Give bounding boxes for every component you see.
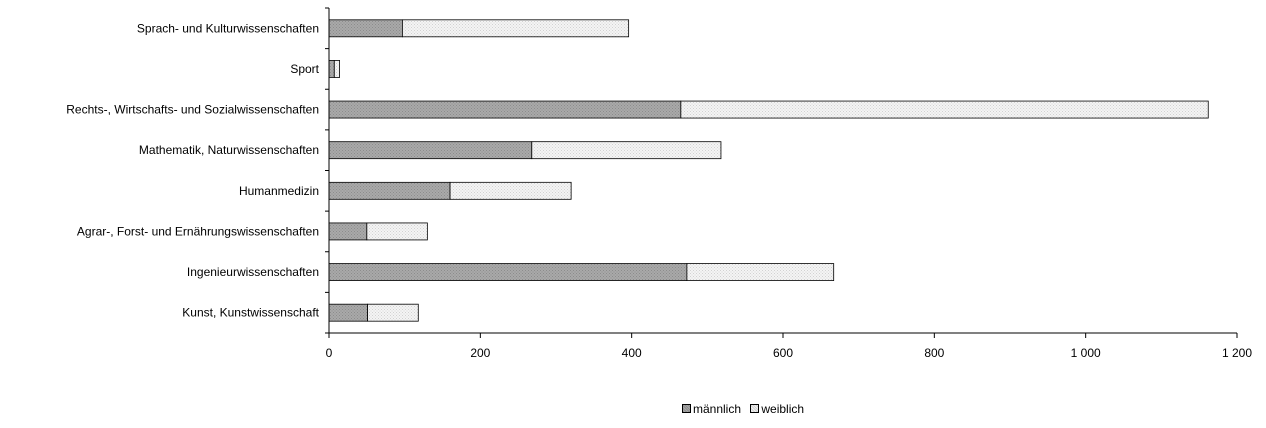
legend-item-weiblich: weiblich (750, 402, 804, 416)
legend-label-maennlich: männlich (693, 402, 742, 416)
x-tick-label-0: 0 (326, 346, 333, 360)
category-label-4: Humanmedizin (239, 184, 319, 198)
bar-maennlich-7 (328, 303, 368, 322)
bar-weiblich-4 (449, 181, 572, 200)
legend-swatch-maennlich (682, 404, 691, 414)
legend-swatch-weiblich (750, 404, 760, 414)
category-label-5: Agrar-, Forst- und Ernährungswissenschaf… (77, 224, 319, 238)
x-tick-label-2: 400 (622, 346, 642, 360)
bar-maennlich-4 (328, 181, 451, 200)
category-label-1: Sport (290, 62, 319, 76)
bar-weiblich-2 (680, 100, 1209, 119)
legend-label-weiblich: weiblich (761, 402, 805, 416)
bar-weiblich-3 (531, 141, 722, 160)
bar-maennlich-6 (328, 263, 688, 281)
category-label-0: Sprach- und Kulturwissenschaften (137, 21, 319, 35)
category-label-6: Ingenieurwissenschaften (187, 265, 319, 279)
legend-item-maennlich: männlich (682, 402, 741, 416)
category-label-3: Mathematik, Naturwissenschaften (139, 143, 319, 157)
bar-weiblich-6 (686, 263, 835, 281)
bar-maennlich-1 (328, 60, 335, 78)
bar-maennlich-0 (328, 19, 403, 38)
category-label-7: Kunst, Kunstwissenschaft (182, 306, 319, 320)
x-tick-label-1: 200 (470, 346, 490, 360)
x-tick-label-6: 1 200 (1222, 346, 1252, 360)
chart-legend: männlich weiblich (682, 402, 810, 416)
bar-maennlich-5 (328, 222, 368, 241)
category-label-2: Rechts-, Wirtschafts- und Sozialwissensc… (66, 103, 319, 117)
bar-maennlich-2 (328, 100, 682, 119)
x-tick-label-3: 600 (773, 346, 793, 360)
x-tick-label-4: 800 (924, 346, 944, 360)
bar-weiblich-1 (333, 60, 340, 78)
x-tick-label-5: 1 000 (1071, 346, 1101, 360)
bar-weiblich-5 (366, 222, 428, 241)
bar-weiblich-7 (367, 303, 419, 322)
bar-weiblich-0 (401, 19, 630, 38)
bar-maennlich-3 (328, 141, 533, 160)
